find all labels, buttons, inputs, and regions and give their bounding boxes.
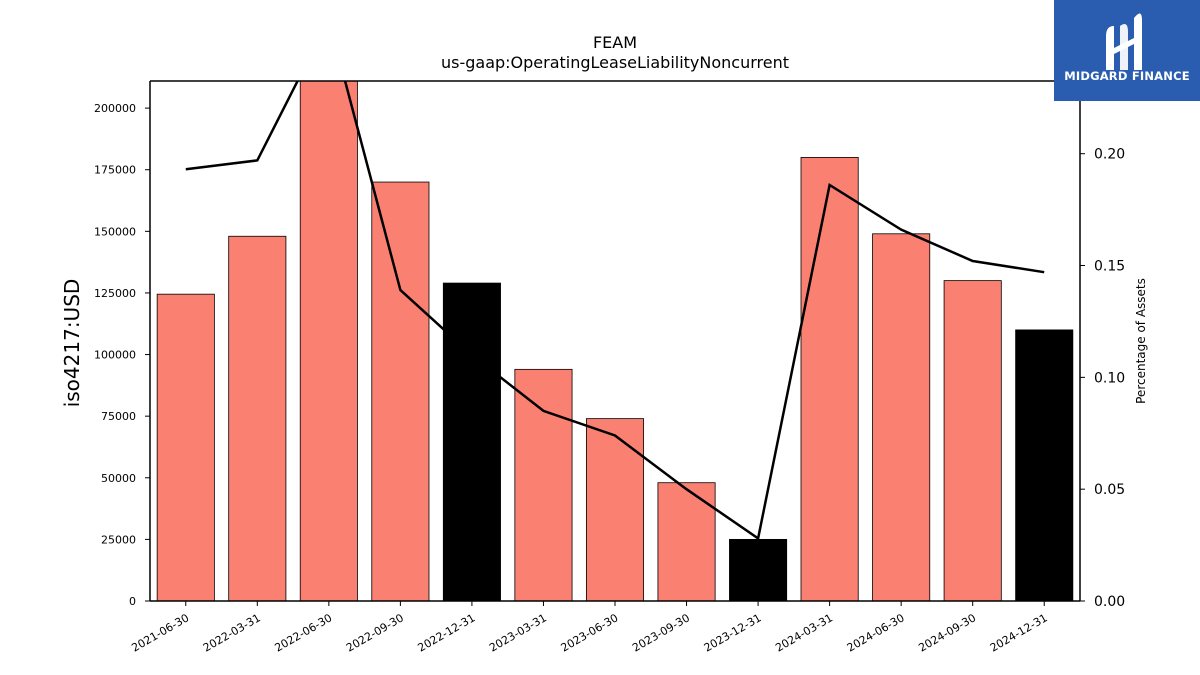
x-tick-label: 2024-06-30 [845, 611, 907, 654]
y-axis-label: iso4217:USD [60, 279, 84, 408]
y-tick-label: 125000 [94, 287, 136, 300]
y2-tick-label: 0.05 [1094, 482, 1125, 498]
y-tick-label: 50000 [101, 472, 136, 485]
y-tick-label: 75000 [101, 410, 136, 423]
chart-title: FEAM [593, 33, 637, 52]
bars [156, 81, 1074, 601]
x-tick-label: 2023-09-30 [630, 611, 692, 654]
y2-tick-label: 0.20 [1094, 147, 1125, 163]
y2-tick-label: 0.15 [1094, 259, 1125, 275]
y2-axis-label: Percentage of Assets [1134, 278, 1148, 404]
bar [299, 81, 358, 601]
x-tick-label: 2024-03-31 [773, 611, 835, 654]
x-tick-label: 2023-06-30 [559, 611, 621, 654]
y-tick-label: 150000 [94, 225, 136, 238]
bar [585, 418, 645, 601]
bar [514, 368, 573, 601]
y-tick-label: 100000 [94, 349, 136, 362]
bar [228, 235, 287, 601]
x-tick-label: 2022-03-31 [201, 611, 263, 654]
bar [657, 482, 716, 601]
chart-subtitle: us-gaap:OperatingLeaseLiabilityNoncurren… [441, 53, 789, 72]
bar [442, 282, 501, 601]
bar [1015, 329, 1074, 601]
x-tick-label: 2021-06-30 [129, 611, 191, 654]
logo-text: MIDGARD FINANCE [1064, 69, 1190, 83]
bar [729, 538, 788, 601]
x-tick-label: 2023-03-31 [487, 611, 549, 654]
x-tick-label: 2022-09-30 [344, 611, 406, 654]
bar [872, 233, 931, 601]
x-tick-label: 2022-12-31 [416, 611, 478, 654]
y-tick-label: 25000 [101, 533, 136, 546]
y-tick-label: 200000 [94, 102, 136, 115]
y-tick-label: 0 [129, 595, 136, 608]
midgard-logo-icon [1106, 13, 1142, 70]
y2-tick-label: 0.00 [1094, 594, 1125, 610]
bar [943, 280, 1002, 601]
y2-tick-label: 0.10 [1094, 370, 1125, 386]
x-tick-label: 2022-06-30 [272, 611, 334, 654]
series-line [185, 81, 1045, 541]
x-tick-label: 2024-12-31 [988, 611, 1050, 654]
bar [156, 293, 215, 601]
bar [800, 156, 859, 601]
x-tick-label: 2023-12-31 [702, 611, 764, 654]
y-tick-label: 175000 [94, 164, 136, 177]
bar [371, 181, 430, 601]
x-tick-label: 2024-09-30 [916, 611, 978, 654]
